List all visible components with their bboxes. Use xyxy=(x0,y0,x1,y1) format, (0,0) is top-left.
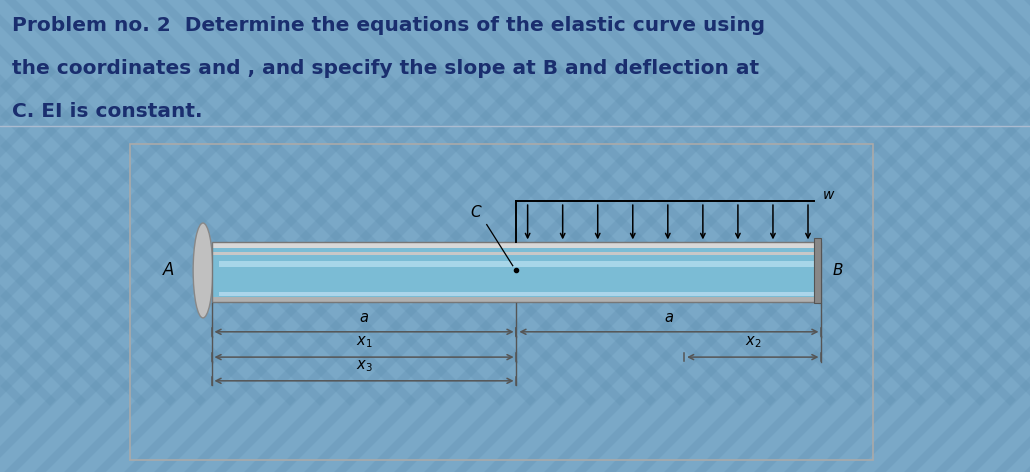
Text: $x_3$: $x_3$ xyxy=(355,358,373,374)
Ellipse shape xyxy=(194,223,213,318)
Bar xyxy=(211,242,821,302)
Bar xyxy=(219,261,814,267)
Text: $x_2$: $x_2$ xyxy=(745,335,761,350)
Bar xyxy=(219,292,814,296)
Text: w: w xyxy=(823,188,834,202)
Bar xyxy=(211,297,821,302)
Bar xyxy=(211,252,821,255)
Text: A: A xyxy=(163,261,174,279)
Bar xyxy=(814,238,821,303)
Bar xyxy=(211,244,821,297)
Text: B: B xyxy=(832,263,843,278)
Text: Problem no. 2  Determine the equations of the elastic curve using: Problem no. 2 Determine the equations of… xyxy=(12,16,765,35)
Text: $x_1$: $x_1$ xyxy=(355,335,372,350)
Text: the coordinates and , and specify the slope at B and deflection at: the coordinates and , and specify the sl… xyxy=(12,59,759,78)
Text: C: C xyxy=(471,205,481,220)
Text: a: a xyxy=(359,310,369,325)
Text: C. EI is constant.: C. EI is constant. xyxy=(12,102,203,121)
Text: a: a xyxy=(664,310,674,325)
Bar xyxy=(211,242,821,248)
